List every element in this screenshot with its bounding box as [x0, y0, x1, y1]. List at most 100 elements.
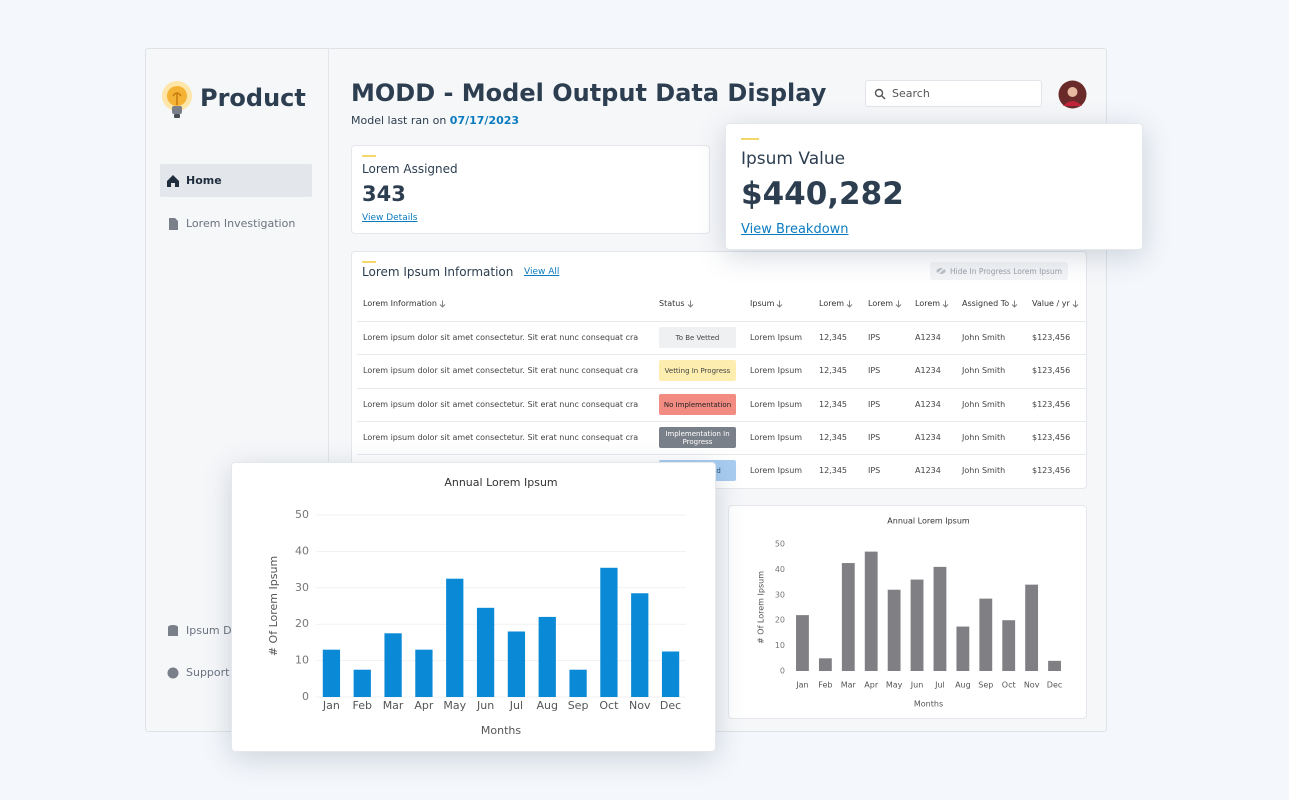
y-tick-label: 30	[295, 581, 309, 594]
bar	[956, 626, 970, 671]
table-cell: John Smith	[962, 366, 1006, 375]
chart: Annual Lorem Ipsum Months # Of Lorem Ipsum…	[757, 517, 1063, 709]
x-axis-title: Months	[481, 724, 521, 737]
bar	[979, 598, 993, 671]
doc-icon	[169, 217, 178, 230]
table-cell: A1234	[915, 366, 941, 375]
y-tick-label: 10	[775, 641, 785, 650]
x-axis-title: Months	[914, 700, 943, 709]
search-placeholder: Search	[892, 87, 930, 100]
table-cell: IPS	[868, 433, 881, 442]
column-header[interactable]: Lorem	[868, 299, 902, 308]
toggle-label: Hide In Progress Lorem Ipsum	[950, 266, 1063, 276]
table-cell: $123,456	[1032, 333, 1071, 342]
x-tick-label: Dec	[660, 699, 681, 712]
status-badge: No Implementation	[659, 394, 736, 415]
chart-title: Annual Lorem Ipsum	[444, 476, 557, 489]
run-date: 07/17/2023	[449, 114, 520, 127]
bar	[415, 649, 433, 697]
status-badge: To Be Vetted	[659, 327, 736, 348]
hide-toggle[interactable]: Hide In Progress Lorem Ipsum	[930, 262, 1069, 280]
sort-arrow	[777, 300, 783, 308]
nav-item[interactable]: Support	[160, 656, 312, 689]
stat-card: Ipsum Value $440,282 View Breakdown	[725, 123, 1143, 250]
row-divider	[357, 388, 1086, 389]
sort-icon	[687, 300, 693, 308]
row-divider	[357, 354, 1086, 355]
table-cell: Lorem Ipsum	[750, 466, 803, 475]
x-tick-label: Jan	[795, 681, 808, 690]
card-link[interactable]: View Details	[362, 213, 418, 223]
sort-icon	[777, 300, 783, 308]
table-cell: IPS	[868, 400, 881, 409]
x-tick-label: Mar	[841, 681, 857, 690]
status-badge: Implementation In Progress	[659, 427, 736, 448]
sidebar	[145, 49, 329, 731]
bar	[384, 633, 402, 697]
x-tick-label: Oct	[1002, 681, 1016, 690]
sort-icon	[846, 300, 853, 308]
sort-arrow	[1072, 300, 1079, 308]
x-tick-label: Dec	[1047, 681, 1062, 690]
bar	[661, 651, 680, 697]
table-cell: $123,456	[1032, 366, 1071, 375]
nav-item[interactable]: Lorem Investigation	[160, 207, 312, 240]
x-tick-label: Feb	[818, 681, 832, 690]
y-tick-label: 40	[775, 565, 785, 574]
sort-icon	[895, 300, 902, 308]
column-header[interactable]: Status	[659, 299, 694, 308]
bar	[796, 615, 809, 671]
sort-arrow	[942, 300, 949, 308]
nav-label: Home	[186, 174, 222, 187]
table-cell: John Smith	[962, 400, 1006, 409]
y-tick-label: 0	[302, 690, 309, 703]
search-box[interactable]: Search	[865, 80, 1042, 107]
table-cell: 12,345	[819, 333, 847, 342]
y-axis-title: # Of Lorem Ipsum	[757, 571, 766, 644]
x-tick-label: Sep	[978, 681, 993, 690]
subtitle-text: Model last ran on	[351, 114, 447, 127]
sort-arrow	[687, 300, 693, 308]
x-tick-label: Jul	[509, 699, 523, 712]
x-tick-label: Sep	[568, 699, 589, 712]
table-cell: IPS	[868, 333, 881, 342]
column-header[interactable]: Assigned To	[962, 299, 1018, 308]
avatar[interactable]	[1058, 80, 1087, 109]
row-divider	[357, 421, 1086, 422]
sort-arrow	[439, 300, 446, 308]
table-cell: A1234	[915, 400, 941, 409]
x-tick-label: Jan	[322, 699, 340, 712]
table-cell: $123,456	[1032, 433, 1071, 442]
table-cell: Lorem Ipsum	[750, 333, 803, 342]
table-cell: Lorem ipsum dolor sit amet consectetur. …	[363, 400, 638, 409]
column-header[interactable]: Value / yr	[1032, 299, 1079, 308]
nav-label: Support	[186, 666, 230, 679]
x-tick-label: Nov	[1024, 681, 1040, 690]
table-cell: $123,456	[1032, 466, 1071, 475]
table-cell: 12,345	[819, 400, 847, 409]
column-header[interactable]: Ipsum	[750, 299, 783, 308]
bar	[353, 669, 371, 697]
column-header[interactable]: Lorem Information	[363, 299, 446, 308]
view-all-link[interactable]: View All	[524, 267, 560, 277]
card-label: Ipsum Value	[741, 149, 846, 169]
bar	[538, 616, 556, 697]
nav-item[interactable]: Ipsum D	[160, 614, 312, 647]
card-label: Lorem Assigned	[362, 162, 458, 176]
x-tick-label: May	[886, 681, 903, 690]
sort-icon	[439, 300, 446, 308]
column-header[interactable]: Lorem	[819, 299, 853, 308]
y-tick-label: 50	[775, 540, 785, 549]
bar	[864, 551, 878, 671]
column-header[interactable]: Lorem	[915, 299, 949, 308]
nav-label: Lorem Investigation	[186, 217, 296, 230]
page-title: MODD - Model Output Data Display	[351, 79, 827, 107]
table-cell: A1234	[915, 333, 941, 342]
card-link[interactable]: View Breakdown	[741, 222, 849, 237]
table-cell: Lorem ipsum dolor sit amet consectetur. …	[363, 333, 638, 342]
x-tick-label: May	[443, 699, 466, 712]
nav-item[interactable]: Home	[160, 164, 312, 197]
table-cell: Lorem Ipsum	[750, 400, 803, 409]
table-cell: Lorem ipsum dolor sit amet consectetur. …	[363, 433, 638, 442]
table-cell: John Smith	[962, 433, 1006, 442]
